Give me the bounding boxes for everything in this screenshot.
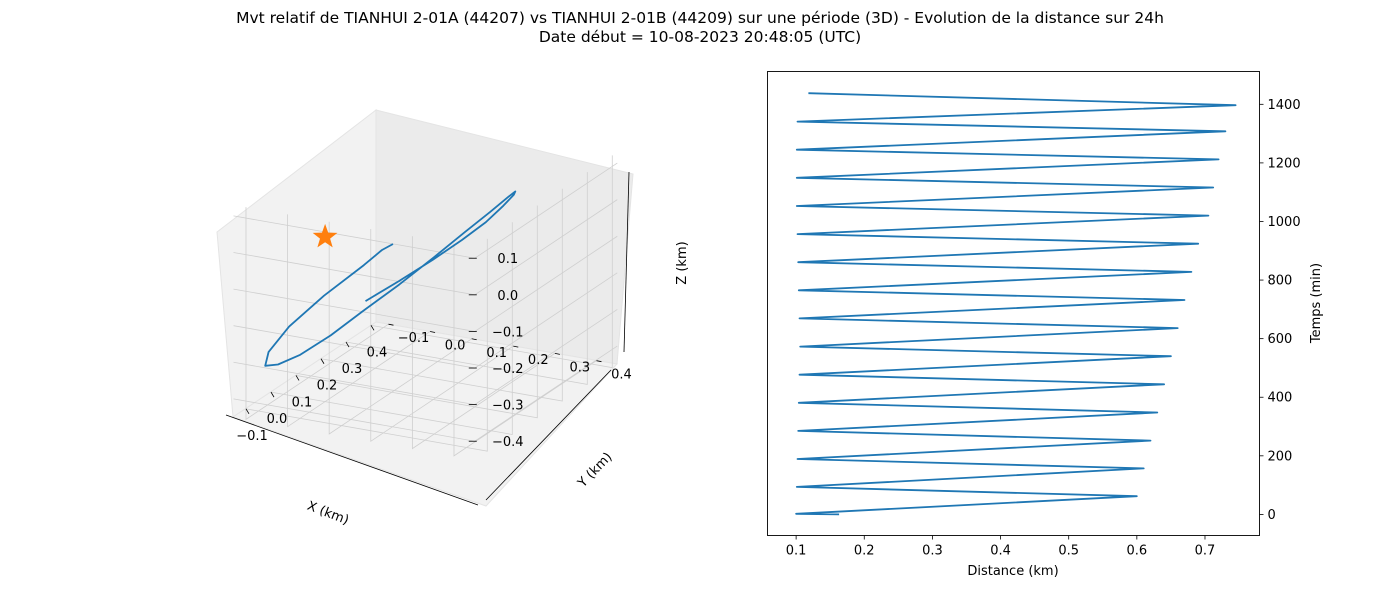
x-tick-label: 0.2 <box>317 379 338 394</box>
x-tick-label-2d: 0.1 <box>786 544 807 559</box>
title-line-2: Date début = 10-08-2023 20:48:05 (UTC) <box>538 28 862 46</box>
y-tick-label-2d: 400 <box>1268 391 1293 406</box>
y-tick-label: 0.3 <box>570 360 591 375</box>
x-tick-label-2d: 0.5 <box>1058 544 1079 559</box>
y-tick-label: 0.4 <box>611 368 632 383</box>
y-tick <box>430 331 436 333</box>
y-tick-label-2d: 1400 <box>1268 98 1301 113</box>
y-tick-label-2d: 1200 <box>1268 156 1301 171</box>
grid-line-y <box>411 236 556 450</box>
x-tick-label: 0.1 <box>292 395 313 410</box>
y-tick-label-2d: 800 <box>1268 274 1293 289</box>
title-line-1: Mvt relatif de TIANHUI 2-01A (44207) vs … <box>236 9 1164 27</box>
y-tick-label: 0.0 <box>445 338 466 353</box>
x-axis-line <box>225 414 479 506</box>
x-tick <box>295 375 300 381</box>
x-tick <box>370 325 375 331</box>
grid-line-x <box>345 172 588 385</box>
y-tick <box>471 338 477 341</box>
distance-line <box>795 92 1237 516</box>
y-tick-label: 0.1 <box>486 346 507 361</box>
grid-line-x <box>295 205 538 419</box>
trajectory-line <box>264 190 517 367</box>
y-axis-line <box>485 369 612 501</box>
grid-line-x <box>270 222 513 435</box>
grid-line-y <box>370 229 514 443</box>
z-axis-label: Z (km) <box>675 241 690 284</box>
x-tick-label: 0.0 <box>267 412 288 427</box>
x-ticks: 0.1 0.2 0.3 0.4 0.5 0.6 0.7 <box>786 535 1216 559</box>
y-tick <box>388 323 394 326</box>
z-tick-label: 0.0 <box>497 289 518 304</box>
plot-frame <box>767 71 1260 536</box>
z-tick-label: −0.1 <box>492 325 524 340</box>
x-tick-label-2d: 0.2 <box>854 544 875 559</box>
x-tick-label-2d: 0.6 <box>1126 544 1147 559</box>
grid-line-x <box>245 238 488 452</box>
x-tick-label-2d: 0.3 <box>922 544 943 559</box>
y-tick-label: 0.2 <box>528 353 549 368</box>
x-tick <box>320 358 325 364</box>
y-tick-label-2d: 1000 <box>1268 215 1301 230</box>
y-tick-label-2d: 0 <box>1268 508 1276 523</box>
z-tick-label: 0.1 <box>497 252 518 267</box>
x-axis-label-2d: Distance (km) <box>967 564 1058 579</box>
figure-title: Mvt relatif de TIANHUI 2-01A (44207) vs … <box>0 9 1400 47</box>
x-tick-label: 0.4 <box>367 345 388 360</box>
y-tick <box>596 360 602 363</box>
grid-line-x <box>370 155 613 369</box>
y-ticks: 0 200 400 600 800 1000 1200 1400 <box>1259 98 1301 523</box>
grid-line-y <box>287 214 431 428</box>
x-tick <box>270 391 275 398</box>
x-tick-label-2d: 0.7 <box>1195 544 1216 559</box>
x-tick <box>345 341 350 348</box>
z-axis-line <box>623 171 630 353</box>
axes-3d <box>225 171 630 506</box>
y-tick <box>513 345 519 348</box>
origin-star-marker <box>312 223 338 248</box>
x-tick-label: −0.1 <box>236 429 268 444</box>
chart-2d: 0.1 0.2 0.3 0.4 0.5 0.6 0.7 0 200 400 600 800 1000 1… <box>767 71 1324 579</box>
z-tick-label: −0.2 <box>492 362 524 377</box>
x-tick <box>245 408 250 415</box>
chart-3d: −0.1 0.0 0.1 0.2 0.3 0.4 −0.1 0.0 0.1 0.2 0.3 0.4 0.… <box>216 108 690 529</box>
y-tick <box>554 352 560 355</box>
y-tick-label: −0.1 <box>398 331 430 346</box>
ticks-3d: −0.1 0.0 0.1 0.2 0.3 0.4 −0.1 0.0 0.1 0.2 0.3 0.4 0.… <box>236 252 632 450</box>
grid-line-y <box>453 243 597 457</box>
y-axis-label-2d: Temps (min) <box>1309 263 1324 344</box>
y-tick-label-2d: 200 <box>1268 449 1293 464</box>
x-tick-label-2d: 0.4 <box>990 544 1011 559</box>
grid-line-x <box>320 188 563 402</box>
grid-line-y <box>245 207 389 421</box>
z-tick-label: −0.4 <box>492 435 524 450</box>
x-tick-label: 0.3 <box>342 362 363 377</box>
x-axis-label: X (km) <box>305 499 351 529</box>
y-axis-label: Y (km) <box>575 450 616 492</box>
z-tick-label: −0.3 <box>492 399 524 414</box>
y-tick-label-2d: 600 <box>1268 332 1293 347</box>
